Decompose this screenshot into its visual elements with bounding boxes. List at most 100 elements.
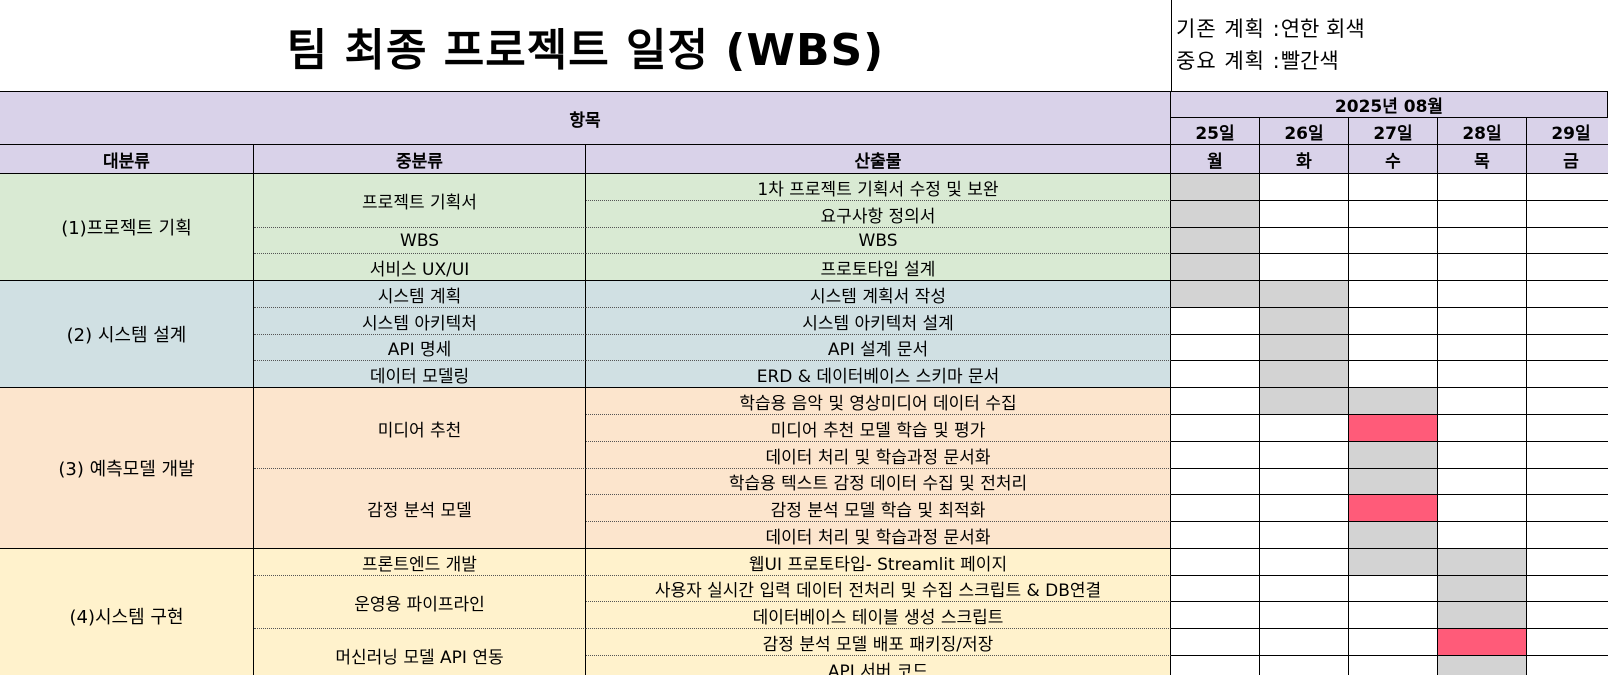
gantt-cell <box>1260 522 1349 549</box>
column-header-middle: 중분류 <box>254 145 586 174</box>
gantt-cell <box>1260 442 1349 469</box>
gantt-cell <box>1349 361 1438 388</box>
deliverable-cell: 1차 프로젝트 기획서 수정 및 보완 <box>586 174 1171 201</box>
day-date-header: 28일 <box>1438 118 1527 145</box>
gantt-cell <box>1438 308 1527 335</box>
category-cell: (3) 예측모델 개발 <box>0 388 254 549</box>
gantt-cell <box>1438 228 1527 254</box>
gantt-cell-planned <box>1171 254 1260 281</box>
day-date-header: 27일 <box>1349 118 1438 145</box>
column-header-major: 대분류 <box>0 145 254 174</box>
deliverable-cell: 시스템 계획서 작성 <box>586 281 1171 308</box>
gantt-cell <box>1527 469 1608 495</box>
gantt-cell-planned <box>1438 656 1527 675</box>
gantt-cell <box>1527 576 1608 602</box>
legend-planned-value: 연한 회색 <box>1280 17 1365 41</box>
gantt-cell <box>1527 442 1608 469</box>
day-weekday-header: 화 <box>1260 145 1349 174</box>
subcategory-cell: 시스템 계획 <box>254 281 586 308</box>
gantt-cell <box>1171 388 1260 415</box>
gantt-cell-planned <box>1260 281 1349 308</box>
gantt-cell <box>1349 656 1438 675</box>
legend-important-value: 빨간색 <box>1280 49 1339 73</box>
deliverable-cell: 미디어 추천 모델 학습 및 평가 <box>586 415 1171 442</box>
gantt-cell <box>1260 602 1349 629</box>
category-cell: (1)프로젝트 기획 <box>0 174 254 281</box>
gantt-cell <box>1438 495 1527 522</box>
deliverable-cell: 학습용 텍스트 감정 데이터 수집 및 전처리 <box>586 469 1171 495</box>
gantt-cell <box>1527 174 1608 201</box>
gantt-cell <box>1171 442 1260 469</box>
gantt-cell <box>1527 308 1608 335</box>
gantt-cell <box>1349 201 1438 228</box>
gantt-cell <box>1438 522 1527 549</box>
gantt-cell <box>1438 335 1527 361</box>
gantt-cell <box>1260 254 1349 281</box>
subcategory-cell: WBS <box>254 228 586 254</box>
subcategory-cell: 미디어 추천 <box>254 388 586 469</box>
gantt-cell <box>1527 335 1608 361</box>
gantt-cell <box>1438 174 1527 201</box>
gantt-cell-planned <box>1438 576 1527 602</box>
gantt-cell <box>1349 228 1438 254</box>
gantt-cell <box>1527 522 1608 549</box>
gantt-cell-important <box>1349 415 1438 442</box>
gantt-cell <box>1438 469 1527 495</box>
legend-planned: 기존 계획 :연한 회색 <box>1176 13 1365 43</box>
gantt-cell <box>1260 495 1349 522</box>
gantt-cell <box>1260 576 1349 602</box>
subcategory-cell: 감정 분석 모델 <box>254 469 586 549</box>
deliverable-cell: 요구사항 정의서 <box>586 201 1171 228</box>
gantt-cell <box>1171 335 1260 361</box>
gantt-cell <box>1527 656 1608 675</box>
category-cell: (2) 시스템 설계 <box>0 281 254 388</box>
gantt-cell <box>1171 629 1260 656</box>
deliverable-cell: 감정 분석 모델 배포 패키징/저장 <box>586 629 1171 656</box>
gantt-cell <box>1438 254 1527 281</box>
gantt-cell <box>1349 629 1438 656</box>
gantt-cell <box>1527 495 1608 522</box>
gantt-cell <box>1260 629 1349 656</box>
legend-important-label: 중요 계획 : <box>1176 49 1281 73</box>
gantt-cell <box>1171 549 1260 576</box>
gantt-cell <box>1171 361 1260 388</box>
items-header: 항목 <box>0 92 1171 145</box>
day-date-header: 29일 <box>1527 118 1608 145</box>
subcategory-cell: API 명세 <box>254 335 586 361</box>
gantt-cell <box>1260 549 1349 576</box>
subcategory-cell: 시스템 아키텍처 <box>254 308 586 335</box>
gantt-cell-planned <box>1260 335 1349 361</box>
category-cell: (4)시스템 구현 <box>0 549 254 675</box>
gantt-cell <box>1349 174 1438 201</box>
gantt-cell-planned <box>1349 522 1438 549</box>
deliverable-cell: 시스템 아키텍처 설계 <box>586 308 1171 335</box>
subcategory-cell: 운영용 파이프라인 <box>254 576 586 629</box>
gantt-cell-important <box>1438 629 1527 656</box>
gantt-cell <box>1438 281 1527 308</box>
subcategory-cell: 프론트엔드 개발 <box>254 549 586 576</box>
subcategory-cell: 머신러닝 모델 API 연동 <box>254 629 586 675</box>
gantt-cell-planned <box>1171 228 1260 254</box>
deliverable-cell: WBS <box>586 228 1171 254</box>
subcategory-cell: 데이터 모델링 <box>254 361 586 388</box>
gantt-cell-planned <box>1438 549 1527 576</box>
gantt-cell-important <box>1349 495 1438 522</box>
month-header: 2025년 08월 <box>1171 92 1608 118</box>
gantt-cell-planned <box>1349 549 1438 576</box>
gantt-cell <box>1260 656 1349 675</box>
gantt-cell-planned <box>1349 442 1438 469</box>
gantt-cell <box>1260 415 1349 442</box>
gantt-cell-planned <box>1171 281 1260 308</box>
gantt-cell <box>1349 254 1438 281</box>
day-weekday-header: 목 <box>1438 145 1527 174</box>
deliverable-cell: 데이터 처리 및 학습과정 문서화 <box>586 522 1171 549</box>
gantt-cell <box>1527 415 1608 442</box>
day-date-header: 25일 <box>1171 118 1260 145</box>
top-rule <box>0 91 1608 92</box>
gantt-cell <box>1438 415 1527 442</box>
day-weekday-header: 수 <box>1349 145 1438 174</box>
gantt-cell-planned <box>1260 388 1349 415</box>
gantt-cell <box>1527 361 1608 388</box>
day-weekday-header: 금 <box>1527 145 1608 174</box>
